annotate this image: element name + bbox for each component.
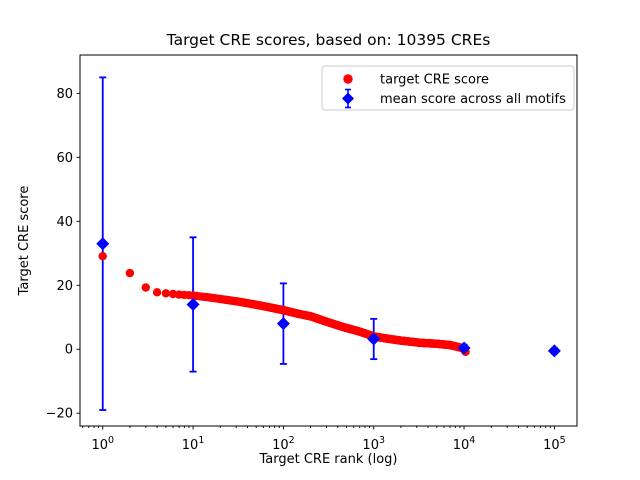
y-tick-label: 20: [56, 279, 73, 294]
target-score-series: [98, 252, 470, 356]
y-tick-label: 0: [65, 343, 73, 358]
mean-diamond: [457, 341, 471, 355]
chart-title: Target CRE scores, based on: 10395 CREs: [166, 31, 491, 49]
mean-diamond-series: [96, 237, 561, 358]
data-point: [161, 289, 171, 298]
mean-diamond: [547, 344, 561, 358]
x-tick-label: 102: [272, 435, 295, 453]
x-tick-label: 100: [91, 435, 114, 453]
x-tick-label: 103: [362, 435, 385, 453]
y-tick-label: 80: [56, 87, 73, 102]
mean-diamond: [96, 237, 110, 251]
mean-diamond: [186, 297, 200, 311]
mean-diamond: [367, 332, 381, 346]
data-point: [152, 288, 162, 297]
x-tick-label: 104: [453, 435, 476, 453]
x-tick-label: 105: [543, 435, 566, 453]
legend: target CRE score mean score across all mo…: [321, 65, 575, 111]
axis-tick-labels: 80 60 40 20 0 −20 100 101 102 103 104 105: [46, 87, 566, 453]
legend-marker-circle: [343, 74, 353, 84]
legend-box: [321, 65, 575, 111]
data-point: [141, 283, 150, 292]
plot-area: [79, 54, 578, 427]
data-point: [168, 289, 178, 299]
data-point: [125, 268, 135, 278]
y-tick-label: 40: [56, 215, 73, 230]
legend-marker-diamond: [342, 92, 354, 105]
legend-label-2: mean score across all motifs: [380, 92, 566, 107]
data-point: [98, 252, 107, 261]
legend-label-1: target CRE score: [380, 73, 489, 88]
y-axis-label: Target CRE score: [17, 186, 32, 297]
mean-diamond: [276, 317, 290, 331]
x-tick-label: 101: [182, 435, 205, 453]
axis-ticks: [76, 92, 555, 430]
x-axis-label: Target CRE rank (log): [259, 452, 398, 467]
y-tick-label: −20: [46, 407, 73, 422]
y-tick-label: 60: [56, 151, 73, 166]
